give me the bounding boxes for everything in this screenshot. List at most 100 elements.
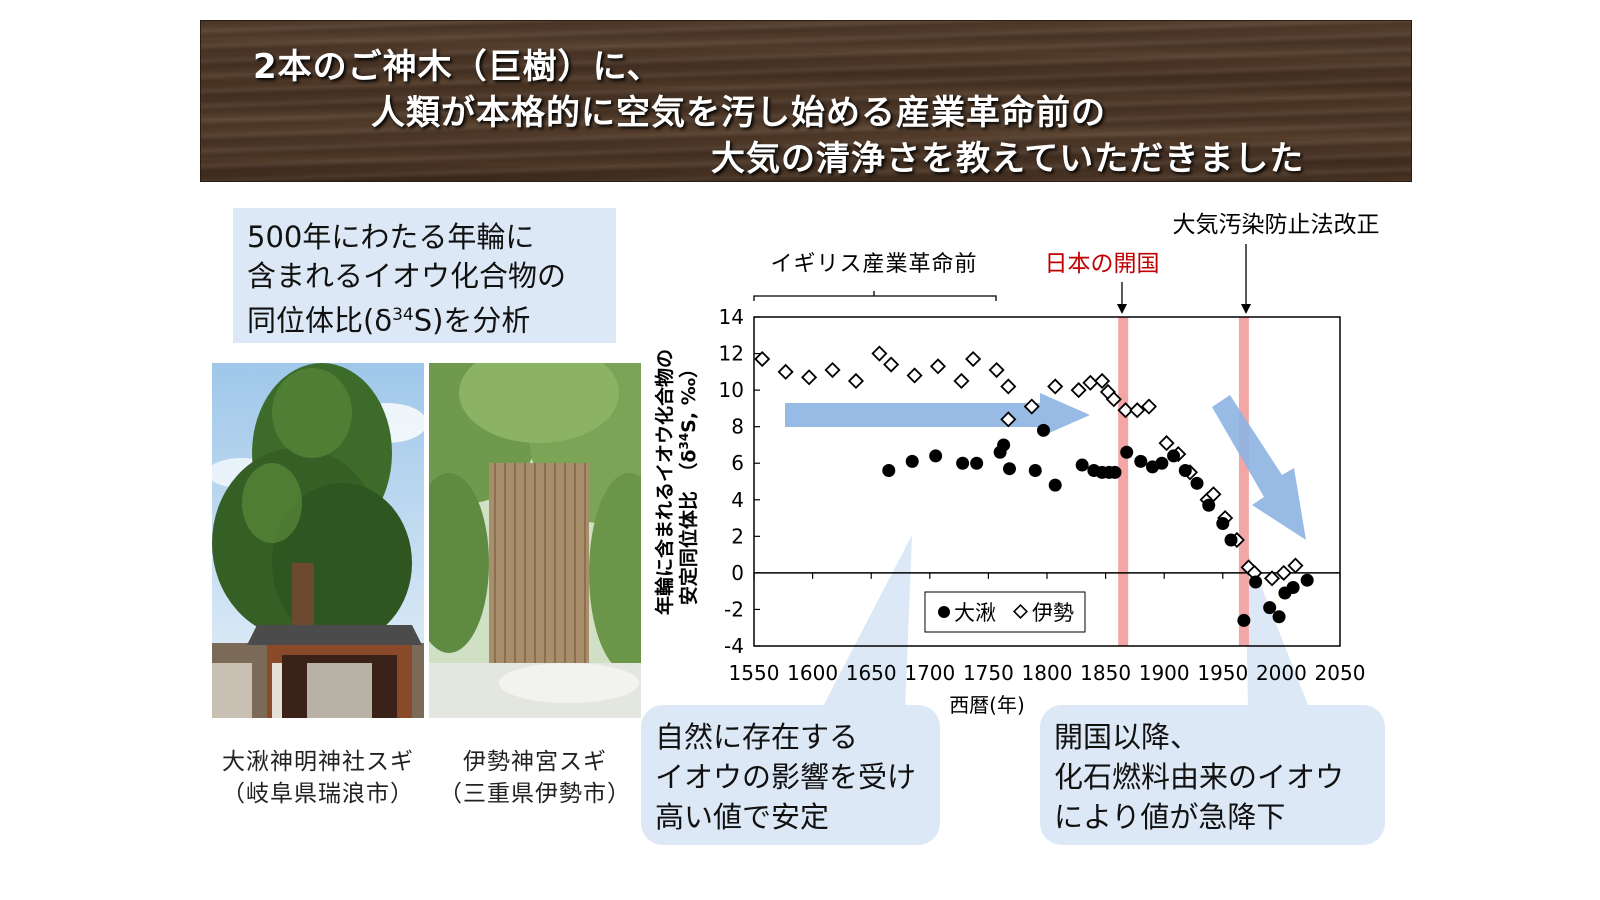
ise-point [1000, 411, 1017, 428]
ise-point [1158, 435, 1175, 452]
data-points [754, 345, 1314, 627]
y-tick-label: 14 [719, 305, 744, 329]
ise-point [1000, 378, 1017, 395]
info-line-2: 含まれるイオウ化合物の [247, 259, 567, 293]
okute-point [1190, 476, 1204, 490]
okute-point [1286, 581, 1300, 595]
callout-right-line-3: により値が急降下 [1054, 800, 1286, 834]
okute-point [1002, 462, 1016, 476]
okute-point [1036, 423, 1050, 437]
ise-point [754, 350, 771, 368]
callout-natural-sulfur: 自然に存在する イオウの影響を受け 高い値で安定 [641, 705, 940, 845]
banner-line-2: 人類が本格的に空気を汚し始める産業革命前の [371, 93, 1106, 133]
y-tick-label: -2 [724, 597, 744, 621]
ise-point [1205, 486, 1222, 503]
ise-point [1117, 402, 1134, 419]
ise-point [1070, 382, 1087, 399]
japan-opening-arrowhead [1117, 304, 1127, 314]
ise-point [1263, 570, 1281, 587]
y-axis-label: 年輪に含まれるイオウ化合物の 安定同位体比 （δ34S, ‰） [653, 349, 700, 615]
ise-point [1140, 398, 1158, 415]
ise-point [929, 358, 947, 375]
y-tick-label: 4 [731, 488, 744, 512]
okute-point [905, 454, 919, 468]
y-tick-label: -4 [724, 634, 744, 658]
japan-opening-label: 日本の開国 [1045, 251, 1160, 277]
y-axis-label-line-2: 安定同位体比 （δ34S, ‰） [677, 359, 700, 605]
okute-point [1134, 454, 1148, 468]
y-axis-label-line-2-pre: 安定同位体比 （δ [677, 450, 700, 606]
x-tick-label: 1650 [846, 661, 897, 685]
x-tick-label: 1550 [729, 661, 780, 685]
pre-industrial-bracket [753, 291, 997, 301]
ise-point [1275, 564, 1292, 581]
x-tick-label: 1950 [1197, 661, 1248, 685]
ise-point [883, 356, 900, 373]
x-axis-ticks: 1550 1600 1650 1700 1750 1800 1850 1900 1950 2000… [729, 572, 1365, 685]
okute-point [997, 438, 1011, 452]
okute-point [1300, 573, 1314, 587]
okute-point [970, 456, 984, 470]
caption-okute-line-1: 大湫神明神社スギ [222, 749, 414, 775]
callout-left-line-3: 高い値で安定 [655, 800, 830, 834]
ise-point [906, 367, 923, 384]
okute-point [1028, 464, 1042, 478]
ise-point [1023, 398, 1040, 415]
y-axis-label-line-2-sup: 34 [677, 433, 691, 450]
legend-marker-ise [1013, 604, 1028, 619]
callout-right-pointer [1245, 545, 1310, 710]
okute-point [929, 449, 943, 463]
y-tick-label: 8 [731, 415, 744, 439]
callout-fossil-fuel: 開国以降、 化石燃料由来のイオウ により値が急降下 [1040, 705, 1385, 845]
ise-point [1129, 402, 1146, 419]
okute-point [1108, 465, 1122, 479]
air-law-label: 大気汚染防止法改正 [1173, 212, 1380, 238]
analysis-info-box: 500年にわたる年輪に 含まれるイオウ化合物の 同位体比(δ34S)を分析 [233, 208, 616, 343]
ise-point [847, 372, 865, 390]
okute-point [1249, 575, 1263, 589]
info-line-3-sup: 34 [392, 305, 414, 325]
okute-point [1272, 610, 1286, 624]
air-law-arrowhead [1241, 304, 1251, 314]
info-line-1: 500年にわたる年輪に [247, 220, 535, 254]
photo-okute-cedar [212, 363, 424, 718]
legend-box [924, 591, 1086, 633]
info-line-3: 同位体比(δ34S)を分析 [247, 296, 616, 341]
y-tick-label: 6 [731, 451, 744, 475]
callout-left-line-1: 自然に存在する [655, 720, 859, 754]
event-band-1 [1238, 317, 1249, 646]
y-tick-label: 0 [731, 561, 744, 585]
ise-point [1082, 374, 1099, 391]
event-band-0 [1118, 317, 1129, 646]
ise-point [824, 361, 841, 379]
x-tick-label: 1850 [1080, 661, 1131, 685]
okute-point [1237, 613, 1251, 627]
okute-point [1155, 456, 1169, 470]
decline-trend-arrow [1212, 395, 1306, 540]
okute-point [1216, 517, 1230, 531]
legend-marker-okute [938, 606, 950, 618]
okute-point [882, 464, 896, 478]
ise-point [777, 363, 794, 380]
okute-point [956, 456, 970, 470]
ise-point [1105, 391, 1122, 408]
caption-ise-line-1: 伊勢神宮スギ [463, 749, 607, 775]
info-line-3-pre: 同位体比(δ [247, 303, 393, 338]
y-tick-label: 12 [719, 342, 744, 366]
title-banner: 2本のご神木（巨樹）に、 人類が本格的に空気を汚し始める産業革命前の 大気の清浄… [200, 20, 1412, 182]
okute-cedar-image [212, 363, 424, 718]
ise-point [1094, 372, 1111, 390]
pre-industrial-label: イギリス産業革命前 [770, 252, 977, 277]
ise-point [871, 345, 888, 362]
callout-right-line-2: 化石燃料由来のイオウ [1054, 760, 1345, 794]
okute-point [1224, 533, 1238, 547]
legend-label-okute: 大湫 [954, 601, 996, 625]
okute-point [1120, 445, 1134, 459]
ise-point [953, 372, 970, 390]
photo-ise-cedar [429, 363, 641, 718]
x-axis-label: 西暦(年) [949, 693, 1025, 717]
y-axis-ticks: -4 -2 0 2 4 6 8 10 12 14 [719, 305, 760, 658]
legend-label-ise: 伊勢 [1032, 601, 1074, 625]
x-tick-label: 1900 [1139, 661, 1190, 685]
